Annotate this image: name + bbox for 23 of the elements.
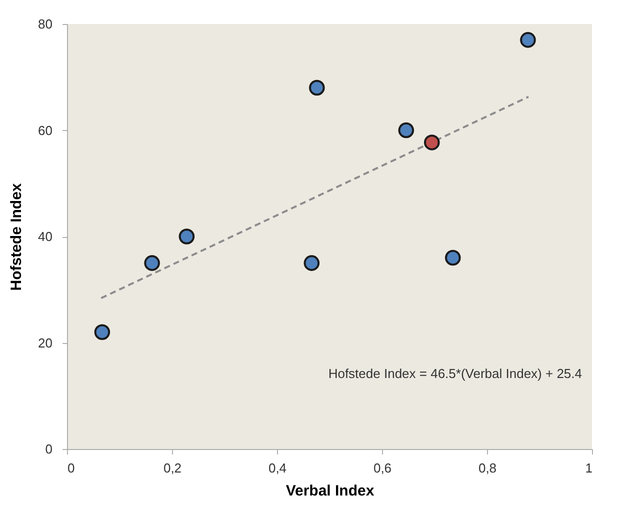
y-tick-label: 80 xyxy=(38,16,52,32)
annotation: Hofstede Index = 46.5*(Verbal Index) + 25.4 xyxy=(328,366,582,381)
y-tick-label: 60 xyxy=(38,122,52,138)
x-tick-label: 0,4 xyxy=(268,460,287,476)
point xyxy=(520,32,536,48)
point xyxy=(304,255,320,271)
x-tick-label: 0,6 xyxy=(373,460,392,476)
point xyxy=(94,324,110,340)
point xyxy=(398,122,414,138)
point xyxy=(424,134,440,150)
point xyxy=(444,250,461,266)
x-tick-label: 0,8 xyxy=(478,460,497,476)
point xyxy=(144,255,160,271)
point xyxy=(178,228,195,244)
y-tick-label: 0 xyxy=(45,442,52,456)
y-tick-label: 20 xyxy=(38,335,52,350)
x-tick-label: 0,2 xyxy=(163,460,182,476)
point xyxy=(309,80,325,96)
x-tick-label: 1 xyxy=(585,460,592,476)
y-tick-label: 40 xyxy=(38,229,52,244)
x-axis-title: Verbal Index xyxy=(286,482,375,500)
y-axis-title: Hofstede Index xyxy=(8,182,26,291)
x-tick-label: 0 xyxy=(68,460,75,476)
